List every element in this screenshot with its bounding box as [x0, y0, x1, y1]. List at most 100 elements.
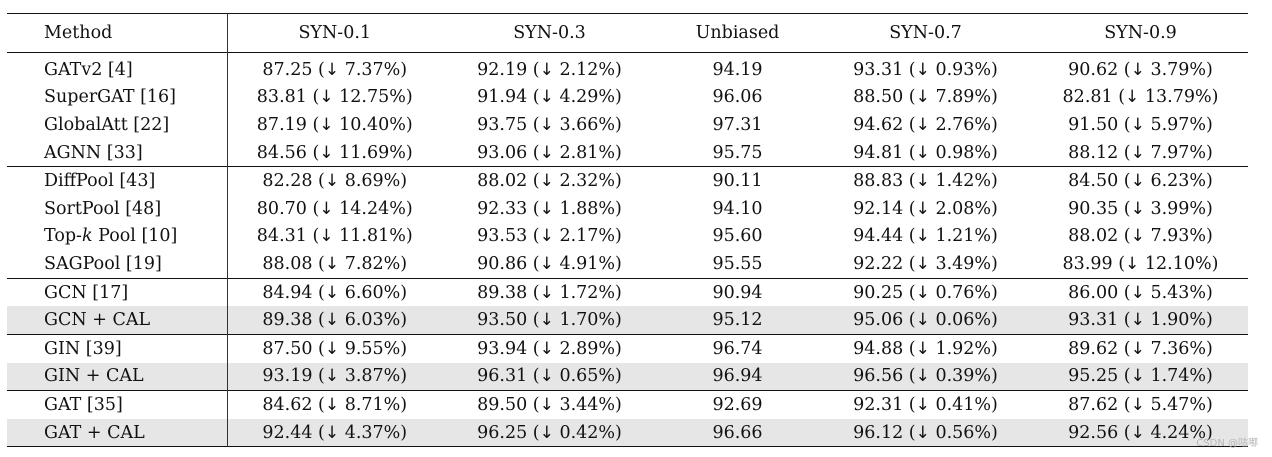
- drop-percentage: 0.42%: [559, 422, 616, 443]
- drop-percentage: 0.76%: [935, 282, 992, 303]
- value-cell: 84.94 (↓ 6.60%): [227, 277, 442, 307]
- method-cell: DiffPool [43]: [7, 166, 228, 195]
- score-value: 90.86: [477, 253, 528, 274]
- value-cell: 91.94 (↓ 4.29%): [477, 87, 622, 108]
- score-value: 91.50: [1068, 114, 1119, 135]
- header-unbiased: Unbiased: [695, 23, 780, 43]
- score-value: 94.19: [712, 59, 763, 80]
- down-arrow-icon: ↓: [1130, 198, 1145, 219]
- down-arrow-icon: ↓: [319, 142, 334, 163]
- method-cell: GlobalAtt [22]: [7, 111, 228, 139]
- drop-percentage: 14.24%: [339, 198, 406, 219]
- drop-percentage: 12.75%: [339, 87, 406, 108]
- value-cell: 96.31 (↓ 0.65%): [442, 362, 657, 391]
- value-cell: 92.19 (↓ 2.12%): [442, 51, 657, 84]
- value-cell: 92.22 (↓ 3.49%): [853, 253, 998, 274]
- value-cell: 93.94 (↓ 2.89%): [442, 333, 657, 363]
- drop-percentage: 11.69%: [339, 142, 406, 163]
- value-cell: 93.53 (↓ 2.17%): [477, 226, 622, 247]
- drop-percentage: 3.66%: [559, 114, 616, 135]
- down-arrow-icon: ↓: [915, 310, 930, 331]
- score-value: 95.75: [712, 142, 763, 163]
- drop-percentage: 4.37%: [344, 422, 401, 443]
- down-arrow-icon: ↓: [1130, 282, 1145, 303]
- score-value: 90.11: [712, 171, 763, 192]
- score-value: 84.31: [256, 226, 307, 247]
- down-arrow-icon: ↓: [1125, 87, 1140, 108]
- score-value: 88.08: [262, 253, 313, 274]
- drop-percentage: 4.91%: [559, 253, 616, 274]
- value-cell: 89.50 (↓ 3.44%): [442, 390, 657, 419]
- score-value: 84.50: [1068, 171, 1119, 192]
- table-row: GIN [39] 87.50 (↓ 9.55%) 93.94 (↓ 2.89%) 96…: [7, 333, 1248, 363]
- drop-percentage: 0.65%: [559, 366, 616, 387]
- drop-percentage: 7.36%: [1150, 338, 1207, 359]
- score-value: 92.14: [853, 198, 904, 219]
- method-cell: GAT [35]: [7, 390, 228, 419]
- down-arrow-icon: ↓: [1130, 114, 1145, 135]
- value-cell: 94.62 (↓ 2.76%): [853, 114, 998, 135]
- score-value: 88.02: [1068, 226, 1119, 247]
- score-value: 96.31: [477, 366, 528, 387]
- method-cell: SuperGAT [16]: [7, 83, 228, 112]
- score-value: 93.53: [477, 226, 528, 247]
- drop-percentage: 3.49%: [935, 253, 992, 274]
- value-cell: 90.62 (↓ 3.79%): [1033, 51, 1248, 84]
- drop-percentage: 2.81%: [559, 142, 616, 163]
- value-cell: 84.31 (↓ 11.81%): [256, 226, 413, 247]
- value-cell: 97.31: [657, 111, 818, 139]
- score-value: 92.69: [712, 394, 763, 415]
- drop-percentage: 8.69%: [344, 171, 401, 192]
- down-arrow-icon: ↓: [324, 310, 340, 331]
- value-cell: 90.25 (↓ 0.76%): [818, 277, 1033, 307]
- down-arrow-icon: ↓: [915, 422, 930, 443]
- down-arrow-icon: ↓: [539, 171, 554, 192]
- down-arrow-icon: ↓: [539, 198, 554, 219]
- drop-percentage: 13.79%: [1144, 87, 1212, 108]
- down-arrow-icon: ↓: [539, 422, 554, 443]
- header-syn-0-1: SYN-0.1: [298, 23, 372, 43]
- table-row: AGNN [33] 84.56 (↓ 11.69%) 93.06 (↓ 2.81%)…: [7, 138, 1248, 167]
- score-value: 95.60: [712, 226, 763, 247]
- down-arrow-icon: ↓: [915, 198, 930, 219]
- table-row: SAGPool [19] 88.08 (↓ 7.82%) 90.86 (↓ 4.91…: [7, 250, 1248, 279]
- value-cell: 90.94: [657, 277, 818, 307]
- score-value: 91.94: [477, 87, 528, 108]
- score-value: 93.75: [477, 114, 528, 135]
- down-arrow-icon: ↓: [539, 282, 554, 303]
- down-arrow-icon: ↓: [539, 114, 554, 135]
- score-value: 82.81: [1062, 87, 1113, 108]
- score-value: 95.06: [853, 310, 904, 331]
- down-arrow-icon: ↓: [324, 366, 340, 387]
- header-method: Method: [7, 13, 228, 53]
- down-arrow-icon: ↓: [319, 87, 334, 108]
- value-cell: 88.83 (↓ 1.42%): [818, 166, 1033, 195]
- down-arrow-icon: ↓: [1130, 171, 1145, 192]
- method-cell: GIN + CAL: [7, 362, 228, 391]
- drop-percentage: 1.21%: [935, 226, 992, 247]
- down-arrow-icon: ↓: [539, 338, 554, 359]
- value-cell: 94.10: [657, 195, 818, 223]
- down-arrow-icon: ↓: [1125, 253, 1140, 274]
- results-table: Method SYN-0.1 SYN-0.3 Unbiased SYN-0.7 …: [7, 13, 1248, 447]
- score-value: 96.74: [712, 338, 763, 359]
- value-cell: 87.50 (↓ 9.55%): [227, 333, 442, 363]
- drop-percentage: 10.40%: [339, 114, 406, 135]
- value-cell: 89.38 (↓ 1.72%): [442, 277, 657, 307]
- value-cell: 95.55: [657, 250, 818, 278]
- down-arrow-icon: ↓: [915, 142, 930, 163]
- value-cell: 88.50 (↓ 7.89%): [853, 87, 998, 108]
- drop-percentage: 5.43%: [1150, 282, 1207, 303]
- method-cell: GCN + CAL: [7, 306, 228, 335]
- method-cell: GATv2 [4]: [7, 51, 228, 84]
- down-arrow-icon: ↓: [539, 366, 554, 387]
- down-arrow-icon: ↓: [1130, 338, 1145, 359]
- down-arrow-icon: ↓: [539, 142, 554, 163]
- value-cell: 92.56 (↓ 4.24%): [1033, 418, 1248, 447]
- drop-percentage: 5.97%: [1150, 114, 1207, 135]
- value-cell: 92.33 (↓ 1.88%): [477, 198, 622, 219]
- value-cell: 89.62 (↓ 7.36%): [1033, 333, 1248, 363]
- value-cell: 83.99 (↓ 12.10%): [1062, 253, 1219, 274]
- header-syn-0-7: SYN-0.7: [889, 23, 962, 43]
- score-value: 89.62: [1068, 338, 1119, 359]
